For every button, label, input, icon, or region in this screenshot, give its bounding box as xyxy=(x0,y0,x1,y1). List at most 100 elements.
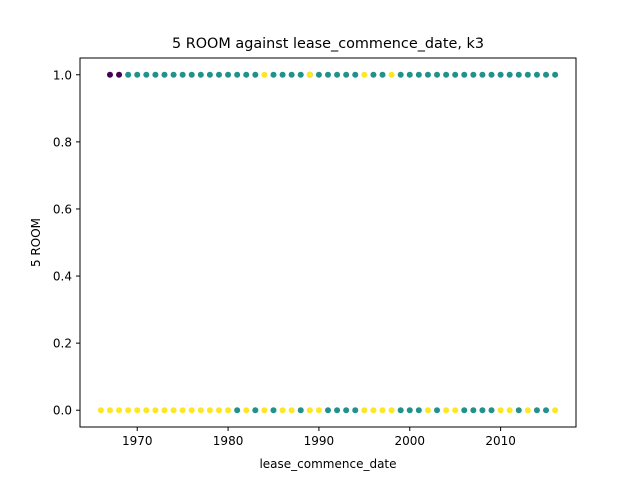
data-point-cluster-1 xyxy=(434,407,441,414)
axes-frame xyxy=(79,57,577,428)
x-axis-ticks: 1970 1980 1990 2000 2010 xyxy=(122,427,516,448)
data-point-cluster-2 xyxy=(497,407,504,414)
data-point-cluster-1 xyxy=(243,71,250,78)
data-point-cluster-2 xyxy=(288,407,295,414)
data-point-cluster-2 xyxy=(206,407,213,414)
data-point-cluster-2 xyxy=(97,407,104,414)
data-point-cluster-1 xyxy=(515,407,522,414)
y-axis-ticks: 0.0 0.2 0.4 0.6 0.8 1.0 xyxy=(53,68,80,418)
data-point-cluster-1 xyxy=(461,71,468,78)
data-point-cluster-1 xyxy=(406,407,413,414)
data-point-cluster-2 xyxy=(243,407,250,414)
data-point-cluster-0 xyxy=(116,71,123,78)
data-point-cluster-1 xyxy=(470,407,477,414)
data-point-cluster-2 xyxy=(524,407,531,414)
data-point-cluster-1 xyxy=(170,71,177,78)
data-point-cluster-0 xyxy=(106,71,113,78)
data-point-cluster-1 xyxy=(470,71,477,78)
data-point-cluster-1 xyxy=(270,71,277,78)
data-point-cluster-1 xyxy=(161,71,168,78)
data-point-cluster-1 xyxy=(533,407,540,414)
data-point-cluster-1 xyxy=(488,407,495,414)
y-tick-label: 0.2 xyxy=(53,337,72,351)
x-tick-label: 1980 xyxy=(213,434,244,448)
data-point-cluster-1 xyxy=(279,71,286,78)
data-point-cluster-1 xyxy=(197,71,204,78)
data-point-cluster-2 xyxy=(261,71,268,78)
data-point-cluster-1 xyxy=(215,71,222,78)
data-point-cluster-1 xyxy=(370,71,377,78)
data-point-cluster-2 xyxy=(143,407,150,414)
data-point-cluster-2 xyxy=(215,407,222,414)
data-point-cluster-1 xyxy=(543,71,550,78)
data-point-cluster-1 xyxy=(234,71,241,78)
data-point-cluster-1 xyxy=(515,71,522,78)
y-tick-label: 0.4 xyxy=(53,270,72,284)
data-point-cluster-2 xyxy=(379,407,386,414)
data-point-cluster-1 xyxy=(125,71,132,78)
data-point-cluster-1 xyxy=(252,407,259,414)
data-point-cluster-1 xyxy=(152,71,159,78)
data-point-cluster-1 xyxy=(179,71,186,78)
data-point-cluster-1 xyxy=(297,71,304,78)
data-point-cluster-1 xyxy=(334,407,341,414)
data-point-cluster-2 xyxy=(370,407,377,414)
data-point-cluster-2 xyxy=(306,71,313,78)
data-point-cluster-1 xyxy=(134,71,141,78)
data-point-cluster-1 xyxy=(315,71,322,78)
data-point-cluster-2 xyxy=(361,407,368,414)
chart-title: 5 ROOM against lease_commence_date, k3 xyxy=(172,36,484,52)
data-point-cluster-1 xyxy=(288,71,295,78)
y-tick-label: 0.6 xyxy=(53,202,72,216)
data-point-cluster-2 xyxy=(261,407,268,414)
data-point-cluster-1 xyxy=(461,407,468,414)
data-point-cluster-1 xyxy=(434,71,441,78)
data-point-cluster-2 xyxy=(188,407,195,414)
data-point-cluster-2 xyxy=(161,407,168,414)
data-point-cluster-1 xyxy=(225,71,232,78)
y-tick-label: 1.0 xyxy=(53,68,72,82)
data-point-cluster-1 xyxy=(379,71,386,78)
data-point-cluster-2 xyxy=(225,407,232,414)
x-tick-label: 1970 xyxy=(122,434,153,448)
data-point-cluster-2 xyxy=(125,407,132,414)
data-point-cluster-1 xyxy=(188,71,195,78)
data-point-cluster-1 xyxy=(533,71,540,78)
data-point-cluster-1 xyxy=(270,407,277,414)
data-point-cluster-1 xyxy=(252,71,259,78)
data-point-cluster-2 xyxy=(279,407,286,414)
data-point-cluster-1 xyxy=(234,407,241,414)
data-point-cluster-1 xyxy=(397,407,404,414)
data-point-cluster-2 xyxy=(388,71,395,78)
x-tick-label: 2010 xyxy=(485,434,516,448)
data-point-cluster-2 xyxy=(552,407,559,414)
data-point-cluster-1 xyxy=(415,407,422,414)
data-points xyxy=(97,71,559,414)
data-point-cluster-2 xyxy=(170,407,177,414)
data-point-cluster-1 xyxy=(325,71,331,78)
data-point-cluster-2 xyxy=(179,407,186,414)
data-point-cluster-1 xyxy=(325,407,331,414)
data-point-cluster-1 xyxy=(552,71,559,78)
data-point-cluster-1 xyxy=(424,71,431,78)
data-point-cluster-2 xyxy=(452,407,459,414)
data-point-cluster-2 xyxy=(424,407,431,414)
data-point-cluster-1 xyxy=(524,71,531,78)
data-point-cluster-1 xyxy=(497,71,504,78)
data-point-cluster-1 xyxy=(352,71,359,78)
data-point-cluster-1 xyxy=(506,71,513,78)
data-point-cluster-2 xyxy=(197,407,204,414)
data-point-cluster-2 xyxy=(361,71,368,78)
data-point-cluster-1 xyxy=(415,71,422,78)
y-axis-label: 5 ROOM xyxy=(29,218,43,267)
data-point-cluster-2 xyxy=(388,407,395,414)
data-point-cluster-1 xyxy=(206,71,213,78)
data-point-cluster-1 xyxy=(297,407,304,414)
y-tick-label: 0.0 xyxy=(53,404,72,418)
data-point-cluster-2 xyxy=(134,407,141,414)
data-point-cluster-2 xyxy=(116,407,123,414)
data-point-cluster-1 xyxy=(543,407,550,414)
data-point-cluster-1 xyxy=(479,71,486,78)
plot-area xyxy=(80,58,576,427)
